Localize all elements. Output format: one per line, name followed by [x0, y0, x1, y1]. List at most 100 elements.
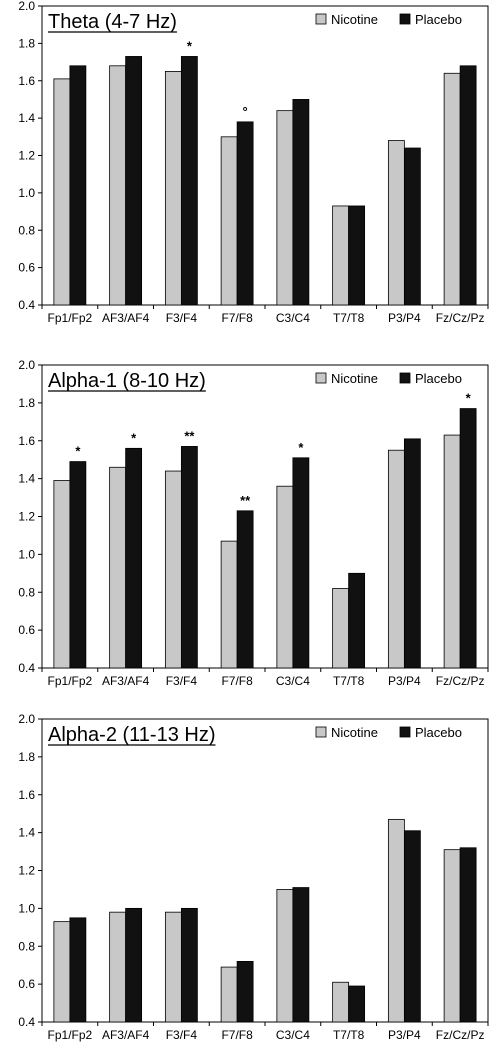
significance-marker: ** [184, 428, 195, 443]
bar-placebo [180, 56, 198, 306]
bar-placebo [348, 985, 366, 1023]
plot-frame [41, 718, 489, 1023]
bar-nicotine [53, 480, 71, 669]
y-tick-label: 1.2 [18, 864, 35, 878]
legend-swatch-nicotine [315, 13, 327, 25]
legend-label-placebo: Placebo [415, 371, 462, 386]
y-tick-label: 1.4 [18, 111, 35, 125]
legend-swatch-placebo [399, 13, 411, 25]
bar-placebo [292, 887, 310, 1023]
bar-placebo [125, 447, 143, 669]
y-tick-label: 1.0 [18, 901, 35, 915]
bar-nicotine [276, 889, 294, 1023]
bar-nicotine [387, 818, 405, 1023]
x-tick-label: AF3/AF4 [102, 1028, 150, 1042]
x-tick-label: T7/T8 [333, 674, 365, 688]
bar-nicotine [332, 205, 350, 306]
y-tick-label: 1.8 [18, 750, 35, 764]
bar-placebo [236, 121, 254, 306]
x-tick-label: F3/F4 [166, 311, 198, 325]
bar-nicotine [220, 136, 238, 306]
y-tick-label: 0.4 [18, 661, 35, 675]
x-tick-label: AF3/AF4 [102, 311, 150, 325]
bar-nicotine [109, 65, 127, 306]
y-tick-label: 2.0 [18, 0, 35, 13]
legend-swatch-nicotine [315, 726, 327, 738]
significance-marker: * [187, 38, 193, 53]
bar-placebo [69, 461, 87, 669]
x-tick-label: P3/P4 [388, 1028, 421, 1042]
y-tick-label: 1.4 [18, 826, 35, 840]
plot-frame [41, 5, 489, 306]
bar-nicotine [276, 485, 294, 669]
bar-placebo [180, 907, 198, 1023]
bar-placebo [459, 65, 477, 306]
bar-placebo [125, 907, 143, 1023]
bar-placebo [403, 147, 421, 306]
chart-panel-2: 0.4 0.6 0.8 1.0 1.2 1.4 1.6 1.8 2.0 Fp1/Fp2 * AF3/A… [18, 358, 489, 688]
x-tick-label: C3/C4 [276, 674, 310, 688]
bar-placebo [69, 65, 87, 306]
plot-frame [41, 364, 489, 669]
bar-nicotine [332, 588, 350, 669]
bar-nicotine [443, 849, 461, 1023]
bar-placebo [292, 99, 310, 306]
y-tick-label: 0.6 [18, 623, 35, 637]
y-tick-label: 0.6 [18, 261, 35, 275]
x-tick-label: P3/P4 [388, 311, 421, 325]
bar-nicotine [164, 71, 182, 306]
bar-placebo [180, 446, 198, 669]
bar-placebo [236, 510, 254, 669]
bar-placebo [459, 408, 477, 669]
y-tick-label: 0.8 [18, 939, 35, 953]
legend-swatch-placebo [399, 726, 411, 738]
legend-label-nicotine: Nicotine [331, 371, 378, 386]
y-tick-label: 1.4 [18, 472, 35, 486]
bar-nicotine [220, 966, 238, 1023]
chart-title: Alpha-2 (11-13 Hz) [48, 724, 215, 746]
bar-nicotine [443, 72, 461, 306]
bar-placebo [292, 457, 310, 669]
bar-placebo [69, 917, 87, 1023]
bar-placebo [125, 56, 143, 306]
y-tick-label: 1.6 [18, 74, 35, 88]
bar-placebo [348, 205, 366, 306]
significance-marker: * [75, 444, 81, 459]
x-tick-label: F7/F8 [221, 311, 253, 325]
bar-nicotine [164, 911, 182, 1023]
y-tick-label: 2.0 [18, 712, 35, 726]
x-tick-label: F7/F8 [221, 1028, 253, 1042]
legend-label-placebo: Placebo [415, 12, 462, 27]
x-tick-label: Fz/Cz/Pz [436, 674, 485, 688]
y-tick-label: 1.8 [18, 36, 35, 50]
bar-nicotine [53, 921, 71, 1023]
legend-swatch-placebo [399, 372, 411, 384]
x-tick-label: T7/T8 [333, 1028, 365, 1042]
bar-placebo [236, 961, 254, 1023]
x-tick-label: F3/F4 [166, 674, 198, 688]
legend-label-nicotine: Nicotine [331, 12, 378, 27]
bar-nicotine [443, 434, 461, 669]
x-tick-label: Fp1/Fp2 [48, 311, 93, 325]
bar-placebo [348, 572, 366, 669]
chart-panel-1: 0.4 0.6 0.8 1.0 1.2 1.4 1.6 1.8 2.0 Fp1/Fp2 AF3/AF… [18, 0, 489, 325]
legend-swatch-nicotine [315, 372, 327, 384]
x-tick-label: C3/C4 [276, 1028, 310, 1042]
significance-marker: * [131, 430, 137, 445]
bar-nicotine [53, 78, 71, 306]
significance-marker: * [466, 391, 472, 406]
y-tick-label: 1.2 [18, 510, 35, 524]
y-tick-label: 1.0 [18, 186, 35, 200]
bar-nicotine [109, 911, 127, 1023]
legend-label-placebo: Placebo [415, 725, 462, 740]
bar-nicotine [220, 540, 238, 669]
bar-nicotine [164, 470, 182, 669]
y-tick-label: 1.2 [18, 149, 35, 163]
legend-label-nicotine: Nicotine [331, 725, 378, 740]
y-tick-label: 0.8 [18, 223, 35, 237]
x-tick-label: Fp1/Fp2 [48, 1028, 93, 1042]
x-tick-label: Fz/Cz/Pz [436, 311, 485, 325]
bar-placebo [459, 847, 477, 1023]
y-tick-label: 0.8 [18, 585, 35, 599]
